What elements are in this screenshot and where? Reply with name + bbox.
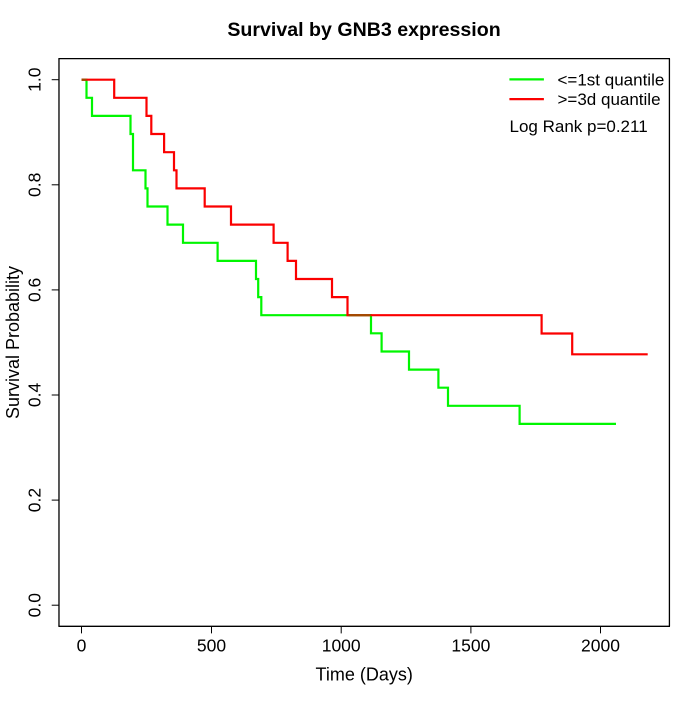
svg-text:0.4: 0.4: [25, 383, 45, 408]
svg-text:1000: 1000: [322, 636, 361, 656]
svg-text:0.0: 0.0: [25, 593, 45, 618]
svg-text:1500: 1500: [451, 636, 490, 656]
svg-text:Survival Probability: Survival Probability: [3, 266, 23, 419]
svg-text:0.6: 0.6: [25, 278, 45, 302]
svg-text:0.8: 0.8: [25, 173, 45, 197]
svg-text:0.2: 0.2: [25, 488, 45, 512]
svg-text:1.0: 1.0: [25, 67, 45, 92]
svg-text:Survival by GNB3 expression: Survival by GNB3 expression: [227, 19, 500, 41]
svg-text:500: 500: [197, 636, 226, 656]
svg-text:Log Rank p=0.211: Log Rank p=0.211: [510, 117, 648, 136]
svg-text:>=3d quantile: >=3d quantile: [558, 90, 661, 109]
svg-text:<=1st quantile: <=1st quantile: [558, 70, 665, 89]
svg-text:0: 0: [77, 636, 87, 656]
svg-text:Time (Days): Time (Days): [316, 665, 413, 685]
svg-text:2000: 2000: [581, 636, 620, 656]
